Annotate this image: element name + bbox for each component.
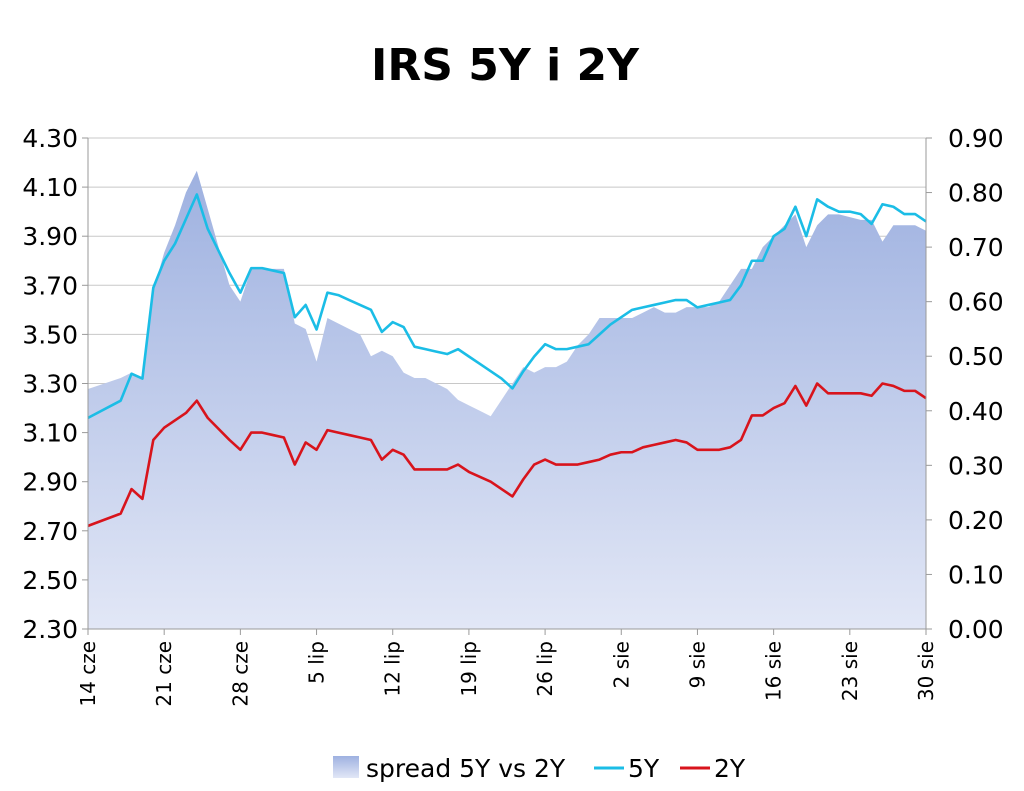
y-right-tick-label: 0.60 [948,288,1004,317]
y-axis-left-ticks: 4.30 4.10 3.90 3.70 3.50 3.30 3.10 2.90 2.70 2.50… [22,124,88,644]
y-left-tick-label: 3.70 [22,271,78,300]
y-left-tick-label: 2.30 [22,615,78,644]
x-tick-label: 2 sie [609,641,633,688]
series-spread-area [88,170,926,629]
x-tick-label: 9 sie [685,641,709,688]
series-5y-line [87,193,927,420]
y-right-tick-label: 0.10 [948,560,1004,589]
y-left-tick-label: 3.10 [22,419,78,448]
y-left-tick-label: 3.90 [22,222,78,251]
x-tick-label: 30 sie [914,641,938,701]
series-lines-layer [87,193,927,528]
x-tick-label: 21 cze [152,641,176,707]
legend-label-5y: 5Y [628,754,660,783]
y-right-tick-label: 0.50 [948,342,1004,371]
legend-label-2y: 2Y [714,754,746,783]
y-right-tick-label: 0.80 [948,179,1004,208]
x-tick-label: 23 sie [838,641,862,701]
y-left-tick-label: 2.50 [22,566,78,595]
y-right-tick-label: 0.90 [948,124,1004,153]
x-axis-ticks: 14 cze 21 cze 28 cze 5 lip 12 lip 19 lip 26 li… [76,629,938,707]
y-right-tick-label: 0.40 [948,397,1004,426]
series-2y-line [87,382,927,528]
y-left-tick-label: 3.50 [22,320,78,349]
y-right-tick-label: 0.30 [948,451,1004,480]
x-tick-label: 5 lip [305,641,329,684]
y-left-tick-label: 4.30 [22,124,78,153]
x-tick-label: 26 lip [533,641,557,697]
y-right-tick-label: 0.20 [948,506,1004,535]
y-axis-right-ticks: 0.90 0.80 0.70 0.60 0.50 0.40 0.30 0.20 0.10 0.00 [926,124,1004,644]
legend-swatch-spread [333,756,359,778]
y-left-tick-label: 2.90 [22,468,78,497]
legend-label-spread: spread 5Y vs 2Y [366,754,566,783]
x-tick-label: 14 cze [76,641,100,707]
y-left-tick-label: 2.70 [22,517,78,546]
x-tick-label: 12 lip [381,641,405,697]
spread-area-layer [88,170,926,629]
chart-title: IRS 5Y i 2Y [371,40,640,91]
y-left-tick-label: 3.30 [22,370,78,399]
x-tick-label: 19 lip [457,641,481,697]
y-right-tick-label: 0.00 [948,615,1004,644]
y-left-tick-label: 4.10 [22,173,78,202]
x-tick-label: 16 sie [762,641,786,701]
legend: spread 5Y vs 2Y 5Y 2Y [333,754,746,783]
x-tick-label: 28 cze [228,641,252,707]
y-right-tick-label: 0.70 [948,233,1004,262]
